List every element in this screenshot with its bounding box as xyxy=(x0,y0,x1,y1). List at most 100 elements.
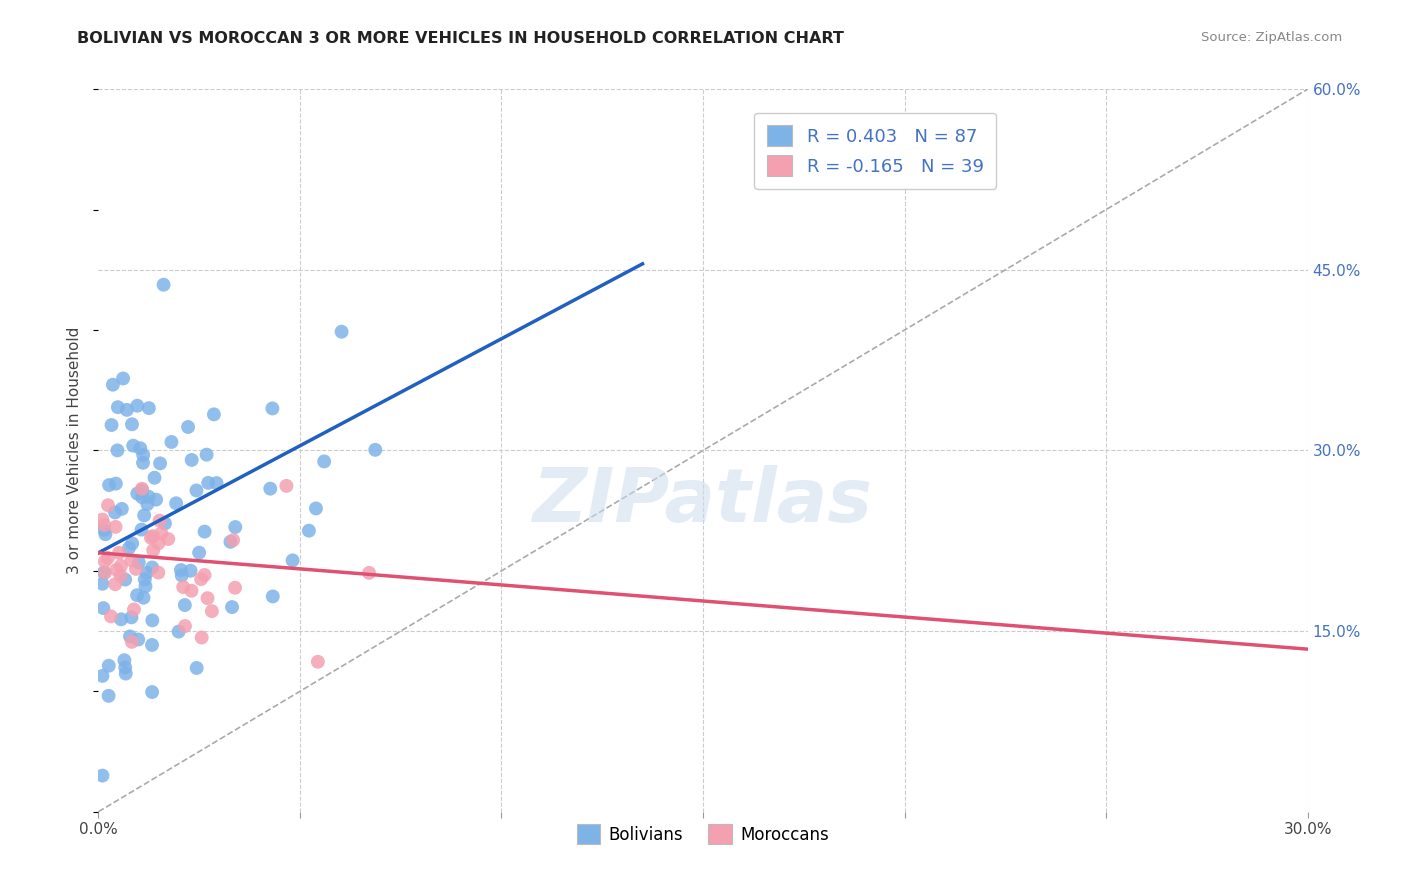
Point xyxy=(148,566,170,580)
Point xyxy=(224,581,246,595)
Point xyxy=(141,614,163,628)
Point xyxy=(143,471,166,485)
Point xyxy=(170,568,193,582)
Point xyxy=(121,610,143,624)
Point xyxy=(197,591,219,606)
Point xyxy=(307,655,329,669)
Point xyxy=(107,443,129,458)
Point xyxy=(134,508,156,523)
Point xyxy=(131,523,153,537)
Point xyxy=(364,442,387,457)
Y-axis label: 3 or more Vehicles in Household: 3 or more Vehicles in Household xyxy=(67,326,83,574)
Point xyxy=(141,560,163,574)
Point xyxy=(195,448,218,462)
Point xyxy=(125,562,148,576)
Point xyxy=(94,527,117,541)
Point xyxy=(180,564,202,578)
Point xyxy=(108,546,131,560)
Point xyxy=(101,377,124,392)
Point xyxy=(202,408,225,422)
Point xyxy=(172,580,194,594)
Point xyxy=(259,482,281,496)
Point xyxy=(139,531,162,545)
Point xyxy=(122,602,145,616)
Point xyxy=(104,577,127,591)
Point xyxy=(157,532,180,546)
Point xyxy=(197,475,219,490)
Point xyxy=(314,454,336,468)
Point xyxy=(170,563,193,577)
Point xyxy=(107,401,129,415)
Point xyxy=(104,476,127,491)
Point xyxy=(132,591,155,605)
Point xyxy=(188,546,211,560)
Legend: Bolivians, Moroccans: Bolivians, Moroccans xyxy=(571,818,835,850)
Point xyxy=(330,325,353,339)
Point xyxy=(221,600,243,615)
Point xyxy=(262,401,284,416)
Point xyxy=(186,483,208,498)
Point xyxy=(93,518,115,533)
Text: Source: ZipAtlas.com: Source: ZipAtlas.com xyxy=(1202,31,1343,45)
Point xyxy=(118,541,141,555)
Point xyxy=(114,660,136,674)
Point xyxy=(145,492,167,507)
Point xyxy=(112,653,135,667)
Point xyxy=(141,685,163,699)
Point xyxy=(136,497,159,511)
Point xyxy=(160,435,183,450)
Point xyxy=(105,563,128,577)
Point xyxy=(127,399,149,413)
Point xyxy=(104,520,127,534)
Point xyxy=(150,526,173,541)
Point xyxy=(135,566,157,580)
Point xyxy=(121,553,143,567)
Point xyxy=(138,490,160,504)
Point xyxy=(201,604,224,618)
Point xyxy=(190,631,212,645)
Point xyxy=(153,516,176,531)
Point xyxy=(177,420,200,434)
Point xyxy=(134,579,156,593)
Point xyxy=(262,590,284,604)
Point xyxy=(93,601,115,615)
Point xyxy=(122,439,145,453)
Point xyxy=(94,566,117,580)
Point xyxy=(97,498,120,512)
Point xyxy=(298,524,321,538)
Point xyxy=(129,442,152,456)
Point xyxy=(305,501,328,516)
Point xyxy=(194,568,217,582)
Point xyxy=(114,666,136,681)
Point xyxy=(186,661,208,675)
Point xyxy=(91,769,114,783)
Text: BOLIVIAN VS MOROCCAN 3 OR MORE VEHICLES IN HOUSEHOLD CORRELATION CHART: BOLIVIAN VS MOROCCAN 3 OR MORE VEHICLES … xyxy=(77,31,844,46)
Point xyxy=(127,486,149,500)
Point xyxy=(114,573,136,587)
Point xyxy=(180,453,202,467)
Point xyxy=(190,572,212,586)
Point xyxy=(125,588,148,602)
Point xyxy=(121,536,143,550)
Point xyxy=(219,534,242,549)
Point xyxy=(110,558,132,573)
Point xyxy=(141,638,163,652)
Text: ZIPatlas: ZIPatlas xyxy=(533,465,873,538)
Point xyxy=(131,483,153,498)
Point xyxy=(180,583,202,598)
Point xyxy=(194,524,217,539)
Point xyxy=(152,277,174,292)
Point xyxy=(138,401,160,416)
Point xyxy=(97,658,120,673)
Point xyxy=(127,632,149,647)
Point xyxy=(98,478,121,492)
Point xyxy=(224,520,246,534)
Point xyxy=(91,669,114,683)
Point xyxy=(174,619,197,633)
Point xyxy=(276,479,298,493)
Point xyxy=(121,417,143,432)
Point xyxy=(93,566,115,580)
Point xyxy=(128,555,150,569)
Point xyxy=(165,496,187,510)
Point xyxy=(281,553,304,567)
